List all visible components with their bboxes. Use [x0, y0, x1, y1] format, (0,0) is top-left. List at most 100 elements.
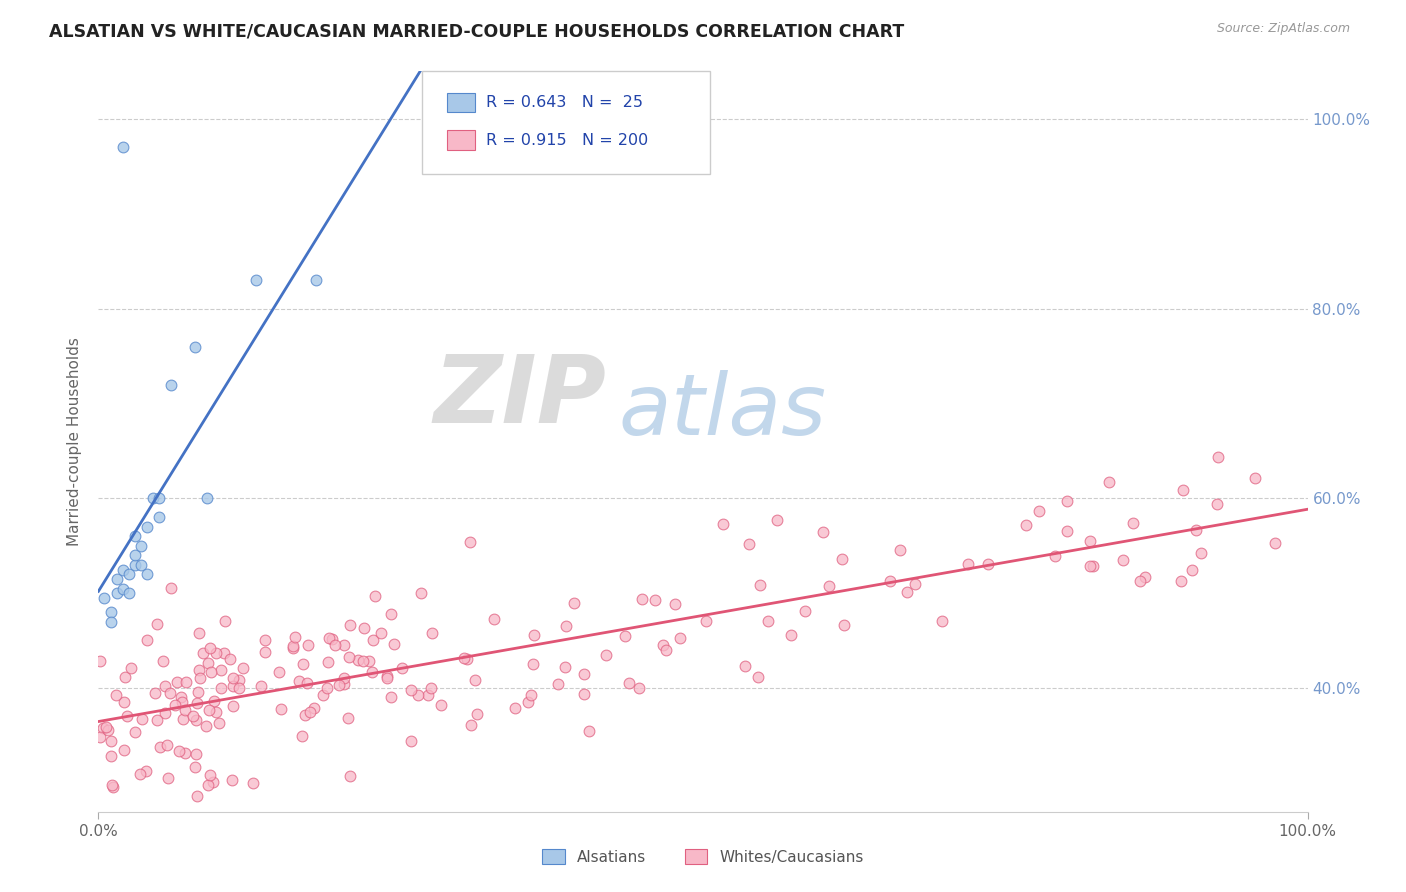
Point	[111, 563, 134, 577]
Point	[1206, 450, 1229, 465]
Point	[458, 535, 481, 549]
Point	[1171, 483, 1194, 498]
Point	[195, 719, 218, 733]
Point	[184, 340, 207, 354]
Point	[202, 694, 225, 708]
Point	[1080, 533, 1102, 548]
Point	[186, 696, 208, 710]
Point	[794, 604, 817, 618]
Point	[148, 491, 170, 506]
Point	[564, 596, 586, 610]
Point	[111, 582, 134, 596]
Point	[253, 632, 276, 647]
Point	[406, 689, 429, 703]
Point	[118, 567, 141, 582]
Point	[159, 686, 181, 700]
Point	[250, 679, 273, 693]
Point	[956, 558, 979, 572]
Point	[337, 711, 360, 725]
Point	[339, 618, 361, 632]
Point	[136, 633, 159, 648]
Point	[711, 516, 734, 531]
Point	[97, 723, 120, 737]
Point	[1133, 570, 1156, 584]
Point	[204, 705, 226, 719]
Point	[205, 646, 228, 660]
Point	[172, 712, 194, 726]
Point	[364, 589, 387, 603]
Point	[357, 654, 380, 668]
Point	[112, 695, 135, 709]
Point	[187, 626, 209, 640]
Point	[124, 725, 146, 739]
Point	[142, 491, 165, 506]
Point	[267, 665, 290, 680]
Point	[316, 656, 339, 670]
Point	[294, 708, 316, 723]
Point	[522, 657, 544, 671]
Point	[628, 681, 651, 695]
Point	[155, 679, 177, 693]
Point	[1015, 518, 1038, 533]
Point	[1081, 559, 1104, 574]
Point	[209, 681, 232, 695]
Point	[328, 678, 350, 692]
Point	[505, 701, 527, 715]
Y-axis label: Married-couple Households: Married-couple Households	[67, 337, 83, 546]
Point	[170, 690, 193, 704]
Point	[484, 612, 506, 626]
Point	[152, 655, 174, 669]
Point	[184, 714, 207, 728]
Point	[100, 606, 122, 620]
Point	[156, 739, 179, 753]
Point	[163, 698, 186, 713]
Point	[1181, 563, 1204, 577]
Text: R = 0.643   N =  25: R = 0.643 N = 25	[486, 95, 644, 110]
Point	[200, 641, 222, 656]
Point	[655, 643, 678, 657]
Point	[1205, 497, 1227, 511]
Point	[817, 579, 839, 593]
Point	[391, 661, 413, 675]
Point	[160, 377, 183, 392]
Point	[323, 638, 346, 652]
Point	[143, 686, 166, 700]
Point	[174, 746, 197, 760]
Point	[419, 681, 441, 696]
Point	[101, 780, 124, 795]
Text: R = 0.915   N = 200: R = 0.915 N = 200	[486, 133, 648, 147]
Point	[834, 617, 856, 632]
Point	[208, 716, 231, 731]
Point	[460, 718, 482, 732]
Point	[904, 577, 927, 591]
Point	[333, 671, 356, 685]
Point	[172, 695, 194, 709]
Point	[380, 690, 402, 705]
Point	[409, 586, 432, 600]
Point	[195, 491, 218, 506]
Legend: Alsatians, Whites/Caucasians: Alsatians, Whites/Caucasians	[536, 843, 870, 871]
Point	[380, 607, 402, 622]
Point	[135, 520, 157, 534]
Point	[101, 778, 124, 792]
Point	[100, 615, 122, 629]
Point	[1056, 524, 1078, 538]
Point	[114, 670, 136, 684]
Point	[166, 674, 188, 689]
Point	[253, 645, 276, 659]
Point	[232, 661, 254, 675]
Point	[631, 592, 654, 607]
Point	[1028, 504, 1050, 518]
Point	[209, 663, 232, 677]
Point	[105, 586, 128, 600]
Point	[129, 539, 152, 553]
Text: ALSATIAN VS WHITE/CAUCASIAN MARRIED-COUPLE HOUSEHOLDS CORRELATION CHART: ALSATIAN VS WHITE/CAUCASIAN MARRIED-COUP…	[49, 22, 904, 40]
Point	[228, 681, 250, 695]
Point	[399, 734, 422, 748]
Point	[184, 760, 207, 774]
Point	[360, 665, 382, 680]
Point	[316, 681, 339, 695]
Point	[644, 592, 666, 607]
Point	[124, 529, 146, 543]
Point	[283, 630, 305, 644]
